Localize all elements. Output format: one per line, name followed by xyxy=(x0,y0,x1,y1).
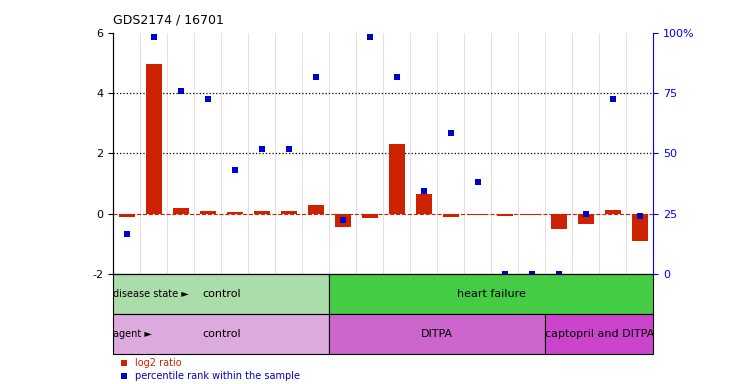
Text: heart failure: heart failure xyxy=(457,289,526,299)
Text: disease state ►: disease state ► xyxy=(113,289,189,299)
Bar xyxy=(329,314,545,354)
Bar xyxy=(199,211,216,214)
Bar xyxy=(388,144,405,214)
Bar xyxy=(361,214,378,218)
Bar xyxy=(329,274,653,314)
Bar xyxy=(550,214,567,229)
Text: control: control xyxy=(202,329,240,339)
Bar xyxy=(577,214,594,224)
Bar xyxy=(253,211,270,214)
Bar xyxy=(415,194,432,214)
Bar xyxy=(523,214,540,215)
Bar xyxy=(442,214,459,217)
Text: control: control xyxy=(202,289,240,299)
Bar xyxy=(172,208,189,214)
Text: GDS2174 / 16701: GDS2174 / 16701 xyxy=(113,14,224,27)
Bar xyxy=(226,212,243,214)
Bar xyxy=(545,314,653,354)
Bar xyxy=(113,314,329,354)
Bar xyxy=(145,65,162,214)
Text: percentile rank within the sample: percentile rank within the sample xyxy=(135,371,300,381)
Bar xyxy=(496,214,513,216)
Bar xyxy=(118,214,135,217)
Text: captopril and DITPA: captopril and DITPA xyxy=(545,329,654,339)
Bar xyxy=(469,214,486,215)
Bar xyxy=(631,214,648,241)
Text: agent ►: agent ► xyxy=(113,329,152,339)
Text: DITPA: DITPA xyxy=(421,329,453,339)
Bar xyxy=(604,210,621,214)
Bar xyxy=(307,205,324,214)
Bar xyxy=(334,214,351,227)
Text: log2 ratio: log2 ratio xyxy=(135,358,181,368)
Bar xyxy=(280,211,297,214)
Bar xyxy=(113,274,329,314)
